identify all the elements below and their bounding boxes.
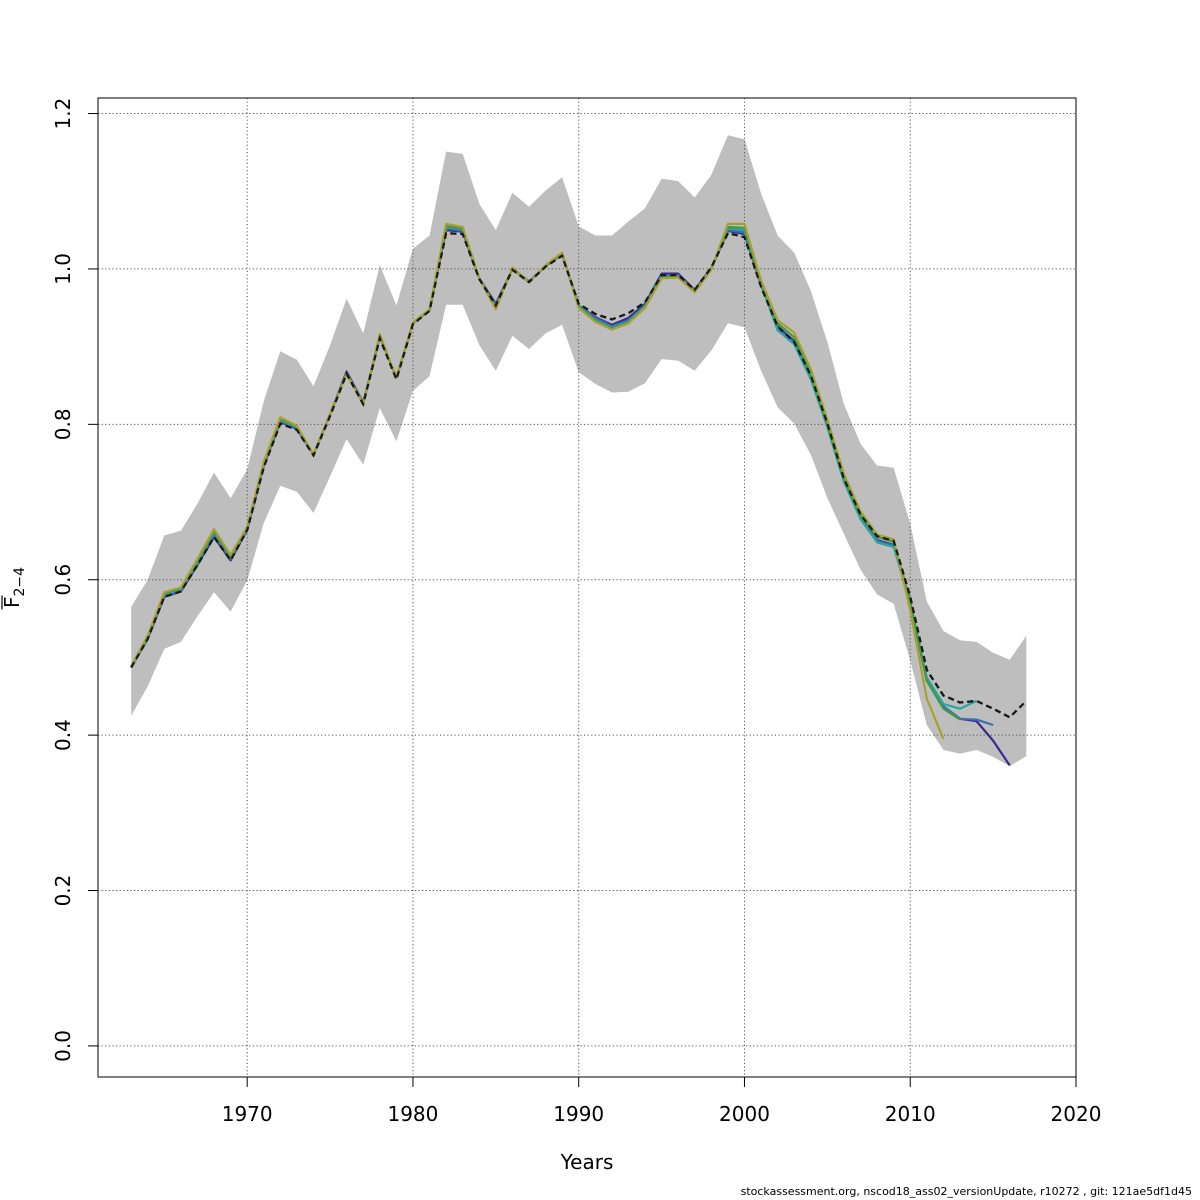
svg-text:F2−4: F2−4 xyxy=(0,567,28,608)
y-axis-title: F2−4 xyxy=(0,567,28,610)
x-tick-label: 2020 xyxy=(1051,1102,1102,1126)
footer-caption: stockassessment.org, nscod18_ass02_versi… xyxy=(740,1185,1192,1198)
series-line-dashed-overlay xyxy=(130,231,1028,719)
axes-layer: 1970 1980 1990 2000 2010 2020 0.0 0.2 0.4 0.6 0.8 1… xyxy=(51,98,1101,1126)
y-tick-label: 0.8 xyxy=(51,408,75,440)
x-tick-label: 1990 xyxy=(553,1102,604,1126)
y-tick-label: 1.0 xyxy=(51,253,75,285)
series-layer xyxy=(130,222,1028,767)
x-axis-title: Years xyxy=(560,1150,614,1174)
confidence-band xyxy=(131,135,1027,767)
confidence-band-layer xyxy=(131,135,1027,767)
y-tick-label: 0.6 xyxy=(51,564,75,596)
x-tick-label: 1980 xyxy=(387,1102,438,1126)
y-axis-title-subscript: 2−4 xyxy=(12,567,28,597)
y-tick-label: 0.2 xyxy=(51,875,75,907)
y-tick-label: 1.2 xyxy=(51,98,75,130)
x-tick-label: 1970 xyxy=(222,1102,273,1126)
x-tick-label: 2000 xyxy=(719,1102,770,1126)
y-axis-title-main: F xyxy=(0,597,24,609)
x-tick-label: 2010 xyxy=(885,1102,936,1126)
y-tick-label: 0.0 xyxy=(51,1030,75,1062)
y-tick-label: 0.4 xyxy=(51,719,75,751)
